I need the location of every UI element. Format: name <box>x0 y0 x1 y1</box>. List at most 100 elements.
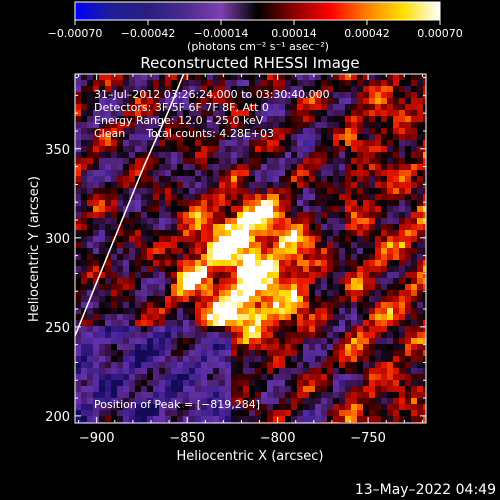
heatmap-cell <box>309 86 315 92</box>
heatmap-cell <box>141 134 147 140</box>
heatmap-cell <box>345 98 351 104</box>
heatmap-cell <box>417 248 423 254</box>
heatmap-cell <box>147 368 153 374</box>
heatmap-cell <box>249 350 255 356</box>
heatmap-cell <box>411 182 417 188</box>
heatmap-cell <box>81 260 87 266</box>
heatmap-cell <box>291 386 297 392</box>
heatmap-cell <box>279 74 285 80</box>
heatmap-cell <box>201 398 207 404</box>
heatmap-cell <box>297 248 303 254</box>
heatmap-cell <box>399 134 405 140</box>
heatmap-cell <box>321 368 327 374</box>
heatmap-cell <box>111 314 117 320</box>
heatmap-cell <box>81 158 87 164</box>
heatmap-cell <box>399 146 405 152</box>
heatmap-cell <box>201 152 207 158</box>
heatmap-cell <box>267 338 273 344</box>
heatmap-cell <box>339 254 345 260</box>
heatmap-cell <box>153 374 159 380</box>
heatmap-cell <box>393 224 399 230</box>
heatmap-cell <box>423 308 426 314</box>
heatmap-cell <box>153 296 159 302</box>
heatmap-cell <box>303 182 309 188</box>
heatmap-cell <box>237 272 243 278</box>
heatmap-cell <box>141 152 147 158</box>
heatmap-cell <box>81 134 87 140</box>
heatmap-cell <box>405 266 411 272</box>
heatmap-cell <box>231 278 237 284</box>
heatmap-cell <box>279 320 285 326</box>
heatmap-cell <box>183 308 189 314</box>
heatmap-cell <box>423 98 426 104</box>
heatmap-cell <box>303 332 309 338</box>
heatmap-cell <box>183 350 189 356</box>
heatmap-cell <box>87 188 93 194</box>
heatmap-cell <box>123 386 129 392</box>
heatmap-cell <box>129 392 135 398</box>
heatmap-cell <box>81 404 87 410</box>
heatmap-cell <box>99 116 105 122</box>
heatmap-cell <box>375 230 381 236</box>
heatmap-cell <box>423 86 426 92</box>
heatmap-cell <box>117 98 123 104</box>
heatmap-cell <box>171 380 177 386</box>
heatmap-cell <box>165 368 171 374</box>
heatmap-cell <box>111 134 117 140</box>
heatmap-cell <box>423 218 426 224</box>
heatmap-cell <box>123 134 129 140</box>
heatmap-cell <box>183 200 189 206</box>
heatmap-cell <box>333 302 339 308</box>
heatmap-cell <box>135 278 141 284</box>
heatmap-cell <box>117 128 123 134</box>
heatmap-cell <box>261 128 267 134</box>
heatmap-cell <box>141 416 147 422</box>
heatmap-cell <box>75 284 81 290</box>
heatmap-cell <box>321 176 327 182</box>
heatmap-cell <box>93 332 99 338</box>
heatmap-cell <box>369 242 375 248</box>
heatmap-cell <box>213 104 219 110</box>
heatmap-cell <box>321 134 327 140</box>
heatmap-cell <box>255 182 261 188</box>
heatmap-cell <box>339 416 345 422</box>
heatmap-cell <box>165 314 171 320</box>
heatmap-cell <box>255 152 261 158</box>
heatmap-cell <box>411 158 417 164</box>
heatmap-cell <box>339 188 345 194</box>
heatmap-cell <box>375 164 381 170</box>
plot-frame <box>74 73 427 424</box>
heatmap-cell <box>111 302 117 308</box>
heatmap-cell <box>417 212 423 218</box>
heatmap-cell <box>213 248 219 254</box>
heatmap-cell <box>387 266 393 272</box>
heatmap-cell <box>405 356 411 362</box>
heatmap-cell <box>189 296 195 302</box>
heatmap-cell <box>321 338 327 344</box>
heatmap-cell <box>153 266 159 272</box>
heatmap-cell <box>249 344 255 350</box>
heatmap-cell <box>201 218 207 224</box>
heatmap-cell <box>213 314 219 320</box>
heatmap-cell <box>225 224 231 230</box>
heatmap-cell <box>93 362 99 368</box>
heatmap-cell <box>357 164 363 170</box>
annotation-total-counts: Clean Total counts: 4.28E+03 <box>94 127 274 140</box>
heatmap-cell <box>387 386 393 392</box>
heatmap-cell <box>327 92 333 98</box>
heatmap-cell <box>99 356 105 362</box>
heatmap-cell <box>411 98 417 104</box>
heatmap-cell <box>153 284 159 290</box>
heatmap-cell <box>399 212 405 218</box>
heatmap-cell <box>405 236 411 242</box>
heatmap-cell <box>105 266 111 272</box>
heatmap-cell <box>135 212 141 218</box>
heatmap-cell <box>171 416 177 422</box>
heatmap-cell <box>189 122 195 128</box>
heatmap-cell <box>135 314 141 320</box>
heatmap-cell <box>303 176 309 182</box>
heatmap-cell <box>291 320 297 326</box>
heatmap-cell <box>195 134 201 140</box>
heatmap-cell <box>261 98 267 104</box>
heatmap-cell <box>99 122 105 128</box>
